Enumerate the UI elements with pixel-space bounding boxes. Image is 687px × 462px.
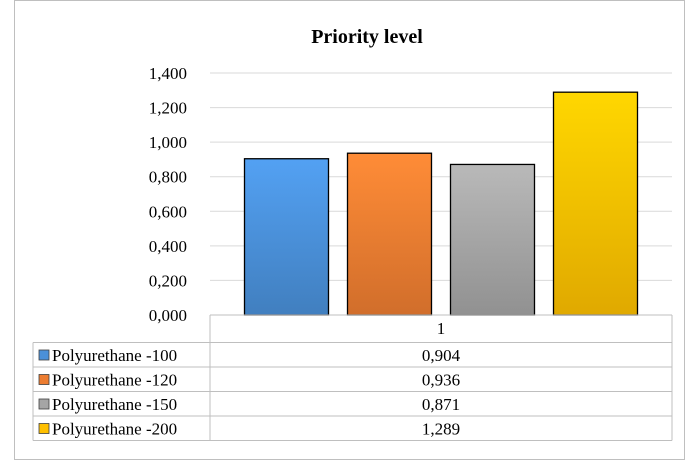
y-tick-label: 0,600 <box>149 202 187 221</box>
y-tick-label: 0,200 <box>149 271 187 290</box>
bar-polyurethane-150 <box>449 163 536 316</box>
y-tick-label: 0,800 <box>149 168 187 187</box>
legend-key <box>38 349 50 361</box>
series-name: Polyurethane -150 <box>52 395 177 414</box>
legend-key <box>38 398 50 410</box>
chart-title: Priority level <box>311 26 423 48</box>
bar-polyurethane-100 <box>243 158 330 316</box>
bars <box>243 91 639 316</box>
y-tick-label: 1,200 <box>149 99 187 118</box>
legend-key <box>38 374 50 385</box>
y-axis-ticks: 0,000 0,200 0,400 0,600 0,800 1,000 1,200 1,400 <box>149 64 187 325</box>
data-value: 0,904 <box>422 346 461 365</box>
series-name: Polyurethane -120 <box>52 371 177 390</box>
y-tick-label: 1,400 <box>149 64 187 83</box>
y-tick-label: 0,000 <box>149 306 187 325</box>
data-table: 1 Polyurethane -100 0,904 Polyurethane -120… <box>32 314 673 441</box>
bar-polyurethane-120 <box>346 152 433 316</box>
legend-key <box>38 423 50 434</box>
chart-frame: Priority level 0,000 0,200 0,400 0,600 0,800… <box>14 0 685 460</box>
category-label: 1 <box>437 319 446 338</box>
series-name: Polyurethane -100 <box>52 346 177 365</box>
series-name: Polyurethane -200 <box>52 420 177 439</box>
y-tick-label: 0,400 <box>149 237 187 256</box>
bar-polyurethane-200 <box>552 91 639 316</box>
data-value: 0,871 <box>422 395 460 414</box>
y-tick-label: 1,000 <box>149 133 187 152</box>
data-value: 1,289 <box>422 420 460 439</box>
data-value: 0,936 <box>422 371 460 390</box>
bar-chart: Priority level 0,000 0,200 0,400 0,600 0,800… <box>32 26 673 441</box>
